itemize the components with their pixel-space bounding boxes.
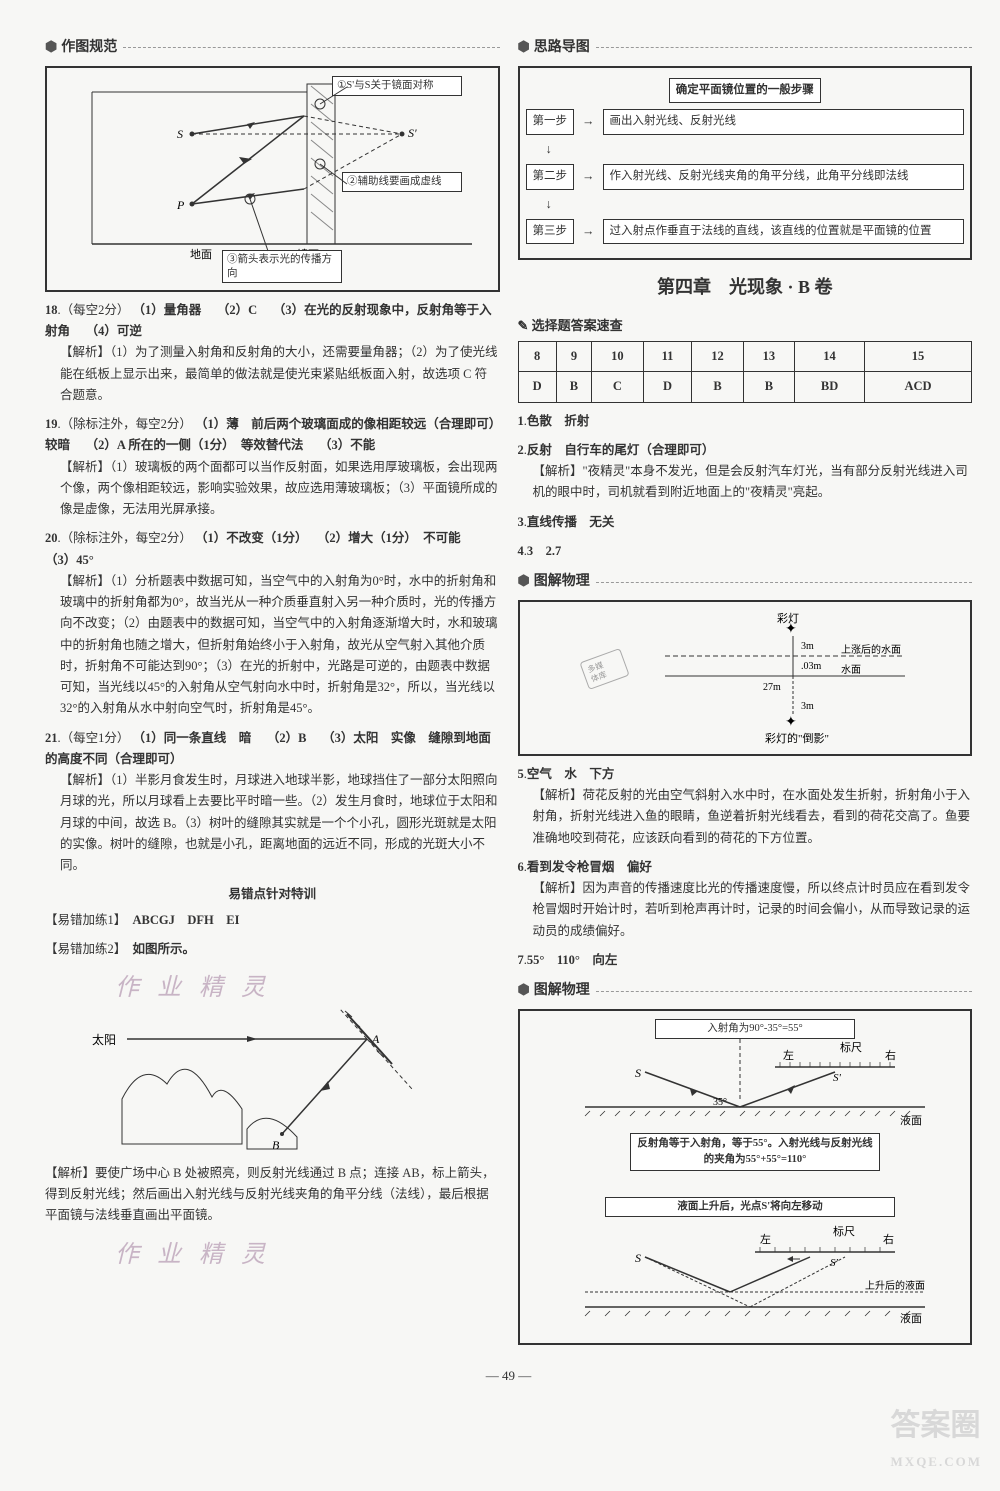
svg-text:S: S <box>635 1251 641 1265</box>
rq5: 5.空气 水 下方 【解析】荷花反射的光由空气斜射入水中时，在水面处发生折射，折… <box>518 764 973 849</box>
svg-text:.03m: .03m <box>801 661 822 672</box>
zuotu-title: 作图规范 <box>61 36 117 60</box>
svg-text:标尺: 标尺 <box>840 1040 862 1054</box>
mirror-diagram: S S' P 地面 镜面 ①S'与S关于镜面对称 ②辅助线要画成虚线 ③箭头表示… <box>72 74 472 284</box>
svg-text:27m: 27m <box>763 682 781 693</box>
mountain-diagram: 太阳 A B <box>72 1009 472 1159</box>
page-number: — 49 — <box>45 1365 972 1387</box>
svg-text:上升后的液面: 上升后的液面 <box>865 1279 925 1292</box>
svg-text:水面: 水面 <box>841 664 861 676</box>
q18: 18.（每空2分） （1）量角器 （2）C （3）在光的反射现象中，反射角等于入… <box>45 300 500 406</box>
phys1-box: 彩灯 ✦ 3m 上涨后的水面 .03m 水面 27m 3m ✦ 彩灯的"倒影" … <box>518 600 973 756</box>
svg-text:✦: ✦ <box>785 715 797 730</box>
svg-text:地面: 地面 <box>190 248 212 261</box>
svg-text:S: S <box>177 127 183 141</box>
svg-text:左: 左 <box>760 1233 771 1246</box>
mind-title: 思路导图 <box>534 36 590 60</box>
faint-watermark-1: 作 业 精 灵 <box>115 968 500 1009</box>
t1: 【易错加练1】 ABCGJ DFH EI <box>45 910 500 931</box>
svg-text:3m: 3m <box>801 641 814 652</box>
svg-text:✦: ✦ <box>785 622 797 637</box>
svg-text:B: B <box>272 1138 280 1152</box>
q21: 21.（每空1分） （1）同一条直线 暗 （2）B （3）太阳 实像 缝隙到地面… <box>45 728 500 877</box>
rq4: 4.3 2.7 <box>518 541 973 562</box>
svg-text:彩灯的"倒影": 彩灯的"倒影" <box>765 731 829 745</box>
answer-table: 89101112131415 DBCDBBBDACD <box>518 341 973 403</box>
phys2-title: 图解物理 <box>534 979 590 1003</box>
chapter-title: 第四章 光现象 · B 卷 <box>518 272 973 303</box>
quick-label: 选择题答案速查 <box>518 315 973 337</box>
phys2-box: 入射角为90°-35°=55° S 35° 液面 左 右 标尺 S' 反射角等于… <box>518 1009 973 1345</box>
q19: 19.（除标注外，每空2分） （1）薄 前后两个玻璃面成的像相距较远（合理即可）… <box>45 414 500 520</box>
svg-text:3m: 3m <box>801 701 814 712</box>
phys1-title: 图解物理 <box>534 570 590 594</box>
svg-text:右: 右 <box>883 1232 894 1246</box>
svg-text:上涨后的水面: 上涨后的水面 <box>841 643 901 656</box>
svg-text:P: P <box>176 198 185 212</box>
q20: 20.（除标注外，每空2分） （1）不改变（1分） （2）增大（1分） 不可能 … <box>45 528 500 719</box>
svg-text:液面: 液面 <box>900 1113 922 1127</box>
bottom-analysis: 【解析】要使广场中心 B 处被照亮，则反射光线通过 B 点；连接 AB，标上箭头… <box>45 1163 500 1227</box>
svg-text:右: 右 <box>885 1048 896 1062</box>
svg-text:S: S <box>635 1066 641 1080</box>
svg-text:S': S' <box>408 126 417 140</box>
rq2: 2.反射 自行车的尾灯（合理即可） 【解析】"夜精灵"本身不发光，但是会反射汽车… <box>518 440 973 504</box>
svg-text:S': S' <box>830 1257 839 1269</box>
rq1: 1.色散 折射 <box>518 411 973 432</box>
mind-map-box: 确定平面镜位置的一般步骤 第一步→ 画出入射光线、反射光线 ↓ 第二步→ 作入射… <box>518 66 973 261</box>
training-title: 易错点针对特训 <box>45 884 500 905</box>
svg-text:液面: 液面 <box>900 1311 922 1325</box>
svg-text:标尺: 标尺 <box>833 1224 855 1238</box>
svg-text:左: 左 <box>783 1049 794 1062</box>
watermark: 答案圈 MXQE.COM <box>891 1400 982 1473</box>
rq6: 6.看到发令枪冒烟 偏好 【解析】因为声音的传播速度比光的传播速度慢，所以终点计… <box>518 857 973 942</box>
rq3: 3.直线传播 无关 <box>518 512 973 533</box>
faint-watermark-2: 作 业 精 灵 <box>115 1235 500 1276</box>
svg-text:太阳: 太阳 <box>92 1032 116 1047</box>
t2: 【易错加练2】 如图所示。 <box>45 939 500 960</box>
rq7: 7.55° 110° 向左 <box>518 950 973 971</box>
zuotu-diagram-box: S S' P 地面 镜面 ①S'与S关于镜面对称 ②辅助线要画成虚线 ③箭头表示… <box>45 66 500 292</box>
svg-text:S': S' <box>833 1072 842 1084</box>
